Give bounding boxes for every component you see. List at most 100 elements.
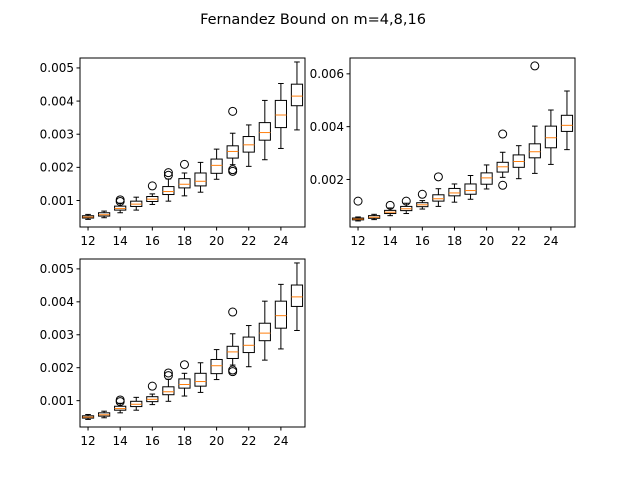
- x-tick-label: 16: [415, 234, 430, 248]
- box-17: [162, 368, 175, 402]
- box-12: [351, 196, 365, 222]
- y-tick-label: 0.005: [40, 262, 74, 276]
- box-21: [226, 106, 239, 176]
- box-body: [258, 322, 271, 342]
- flier-point: [115, 395, 125, 405]
- box-body: [274, 300, 287, 329]
- subplot-top-right: 12 14 16 18 20 22 24 0.002 0.004 0.006: [310, 57, 576, 248]
- box-21: [496, 129, 509, 190]
- flier-point: [115, 195, 125, 205]
- box-22: [242, 325, 255, 368]
- box-body: [448, 187, 461, 197]
- box-20: [210, 148, 223, 180]
- box-12: [81, 213, 95, 220]
- y-tick-label: 0.002: [40, 361, 74, 375]
- flier-point: [530, 61, 540, 71]
- y-tick-label: 0.002: [40, 161, 74, 175]
- box-16: [416, 189, 429, 210]
- box-body: [194, 172, 207, 187]
- flier-point: [498, 129, 508, 139]
- box-25: [290, 262, 304, 331]
- y-tick-label: 0.006: [310, 67, 344, 81]
- box-14: [384, 200, 397, 217]
- y-tick-label: 0.002: [310, 173, 344, 187]
- box-18: [448, 183, 461, 203]
- x-tick-label: 18: [177, 434, 192, 448]
- flier-point: [401, 196, 411, 206]
- box-24: [544, 109, 557, 165]
- box-23: [258, 300, 271, 361]
- x-tick-label: 22: [241, 434, 256, 448]
- flier-point: [353, 196, 363, 206]
- x-tick-label: 20: [209, 234, 224, 248]
- box-13: [98, 410, 111, 419]
- box-body: [464, 183, 477, 195]
- box-body: [290, 83, 304, 107]
- flier-point: [163, 170, 173, 180]
- box-22: [512, 145, 525, 180]
- x-tick-label: 20: [209, 434, 224, 448]
- subplot-bottom-left: 12 14 16 18 20 22 24 0.001 0.002 0.003 0.004 0.005: [40, 258, 306, 448]
- box-body: [290, 284, 304, 307]
- box-19: [464, 175, 477, 200]
- x-tick-label: 14: [113, 234, 128, 248]
- flier-point: [228, 307, 238, 317]
- box-body: [274, 99, 287, 129]
- flier-point: [163, 368, 173, 378]
- figure-title: Fernandez Bound on m=4,8,16: [200, 12, 426, 28]
- box-19: [194, 161, 207, 193]
- box-body: [178, 178, 191, 189]
- subplot-top-left: 12 14 16 18 20 22 24 0.001 0.002 0.003 0.004 0.005: [40, 57, 306, 248]
- flier-point: [147, 181, 157, 191]
- box-24: [274, 283, 287, 350]
- flier-point: [163, 168, 173, 178]
- flier-point: [228, 166, 238, 176]
- box-22: [242, 124, 255, 167]
- box-21: [226, 307, 239, 377]
- axes-frame: [349, 57, 576, 228]
- box-body: [528, 143, 541, 159]
- box-17: [432, 172, 445, 207]
- box-body: [210, 358, 223, 375]
- x-tick-label: 16: [145, 434, 160, 448]
- flier-point: [228, 367, 238, 377]
- box-13: [368, 213, 381, 221]
- box-body: [480, 172, 493, 185]
- x-tick-label: 18: [177, 234, 192, 248]
- box-24: [274, 83, 287, 149]
- box-16: [146, 381, 159, 406]
- axes-frame: [79, 57, 306, 228]
- box-17: [162, 168, 175, 202]
- flier-point: [433, 172, 443, 182]
- box-body: [432, 194, 445, 202]
- box-13: [98, 210, 111, 219]
- x-tick-label: 24: [543, 234, 558, 248]
- box-16: [146, 181, 159, 205]
- box-body: [258, 122, 271, 141]
- y-tick-label: 0.001: [40, 194, 74, 208]
- box-18: [178, 360, 191, 397]
- y-tick-label: 0.003: [40, 328, 74, 342]
- box-18: [178, 159, 191, 197]
- x-tick-label: 20: [479, 234, 494, 248]
- flier-point: [228, 106, 238, 116]
- y-tick-label: 0.004: [310, 120, 344, 134]
- box-body: [162, 186, 175, 196]
- y-tick-label: 0.003: [40, 128, 74, 142]
- flier-point: [498, 180, 508, 190]
- box-14: [114, 395, 127, 414]
- axes-frame: [79, 258, 306, 428]
- box-19: [194, 362, 207, 393]
- flier-point: [147, 381, 157, 391]
- y-tick-label: 0.001: [40, 394, 74, 408]
- box-20: [480, 164, 493, 190]
- box-15: [400, 196, 413, 215]
- box-body: [162, 386, 175, 396]
- box-25: [560, 90, 574, 151]
- x-tick-label: 24: [273, 434, 288, 448]
- box-12: [81, 413, 95, 420]
- box-15: [130, 396, 143, 411]
- x-tick-label: 12: [350, 234, 365, 248]
